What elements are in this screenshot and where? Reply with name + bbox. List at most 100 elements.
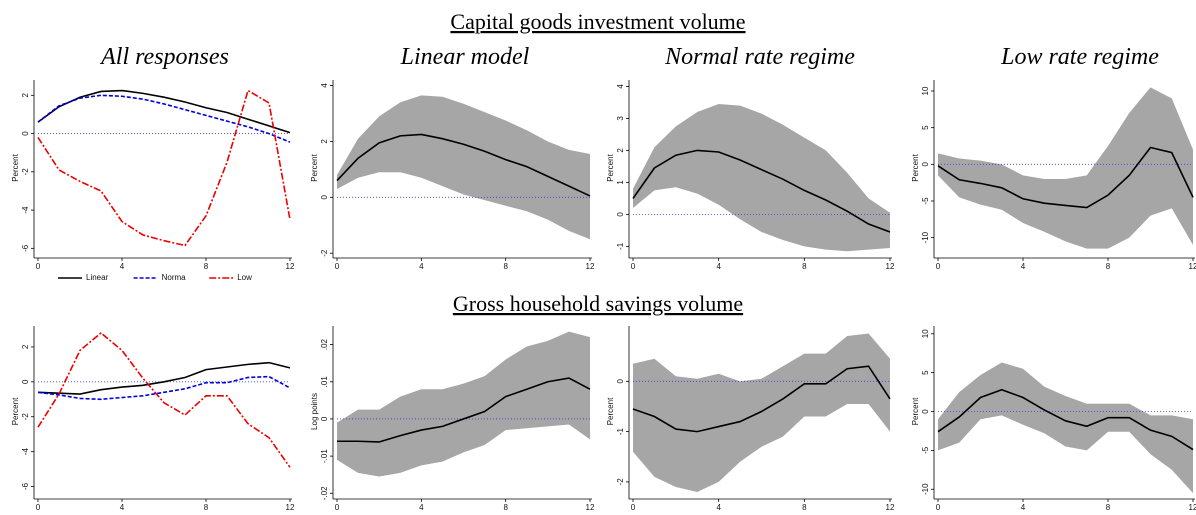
legend-label: Linear: [86, 273, 109, 282]
x-tick-label: 4: [419, 262, 424, 271]
chart: -2 0 2 4 0 4 8 12 Percent: [310, 80, 595, 271]
line: [37, 361, 291, 395]
y-tick-label: -2: [21, 413, 30, 421]
y-tick-label: -.01: [320, 449, 329, 463]
x-tick-label: 8: [802, 503, 807, 512]
y-tick-label: -10: [921, 231, 930, 243]
y-tick-label: -5: [921, 197, 930, 205]
y-tick-label: -.02: [320, 486, 329, 500]
y-tick-label: -4: [21, 448, 30, 456]
x-tick-label: 4: [716, 262, 721, 271]
line: [337, 377, 591, 443]
x-tick-label: 12: [286, 503, 295, 512]
x-tick-label: 8: [1106, 503, 1111, 512]
y-axis-label: Log points: [310, 393, 319, 430]
y-tick-label: -2: [320, 249, 329, 257]
line: [937, 388, 1194, 451]
y-tick-label: 0: [921, 162, 930, 167]
chart: -.02 -.01 0 .01 .02 0 4 8 12 Log points: [310, 326, 595, 512]
y-tick-label: 2: [21, 344, 30, 349]
y-tick-label: -6: [21, 244, 30, 252]
y-tick-label: -1: [616, 242, 625, 250]
y-tick-label: 0: [320, 195, 329, 200]
line: [336, 133, 591, 197]
x-tick-label: 0: [335, 503, 340, 512]
y-tick-label: 0: [320, 416, 329, 421]
y-tick-label: .02: [320, 338, 329, 350]
y-axis-label: Percent: [911, 153, 920, 181]
confidence-band: [938, 87, 1193, 249]
y-tick-label: 0: [21, 131, 30, 136]
x-tick-label: 4: [120, 503, 125, 512]
x-tick-label: 12: [1189, 503, 1196, 512]
row-title: Gross household savings volume: [453, 291, 743, 316]
y-tick-label: -1: [616, 428, 625, 436]
chart: -10 -5 0 5 10 0 4 8 12 Percent: [911, 80, 1196, 271]
y-tick-label: .01: [320, 376, 329, 388]
line: [632, 149, 891, 233]
y-axis-label: Percent: [11, 397, 20, 425]
x-tick-label: 0: [936, 262, 941, 271]
y-tick-label: 0: [921, 409, 930, 414]
y-tick-label: -5: [921, 446, 930, 454]
y-tick-label: 0: [616, 379, 625, 384]
x-tick-label: 12: [886, 503, 895, 512]
y-axis-label: Percent: [606, 153, 615, 181]
x-tick-label: 12: [886, 262, 895, 271]
chart: -2 -1 0 0 4 8 12 Percent: [606, 326, 895, 512]
column-title: Linear model: [400, 44, 530, 70]
line: [37, 89, 291, 134]
y-tick-label: 2: [21, 93, 30, 98]
x-tick-label: 12: [586, 262, 595, 271]
line: [37, 375, 291, 401]
x-tick-label: 4: [1021, 262, 1026, 271]
y-tick-label: -6: [21, 482, 30, 490]
x-tick-label: 4: [120, 262, 125, 271]
y-axis-label: Percent: [606, 397, 615, 425]
y-tick-label: 4: [320, 83, 329, 88]
confidence-band: [337, 95, 590, 240]
confidence-band: [337, 331, 590, 477]
y-tick-label: 2: [616, 148, 625, 153]
confidence-band: [633, 333, 890, 492]
y-axis-label: Percent: [911, 397, 920, 425]
line: [37, 94, 291, 143]
row-title: Capital goods investment volume: [450, 9, 745, 34]
line: [937, 146, 1194, 209]
x-tick-label: 0: [36, 503, 41, 512]
chart: -10 -5 0 5 10 0 4 8 12 Percent: [911, 326, 1196, 512]
y-tick-label: 5: [921, 370, 930, 375]
x-tick-label: 8: [1106, 262, 1111, 271]
line: [37, 331, 291, 468]
y-axis-label: Percent: [310, 153, 319, 181]
x-tick-label: 8: [503, 262, 508, 271]
x-tick-label: 4: [1021, 503, 1026, 512]
x-tick-label: 0: [36, 262, 41, 271]
x-tick-label: 8: [503, 503, 508, 512]
column-title: All responses: [99, 44, 229, 70]
confidence-band: [938, 362, 1193, 494]
x-tick-label: 4: [716, 503, 721, 512]
y-tick-label: -10: [921, 483, 930, 495]
confidence-band: [633, 104, 890, 252]
y-tick-label: 10: [921, 329, 930, 338]
x-tick-label: 4: [419, 503, 424, 512]
x-tick-label: 12: [586, 503, 595, 512]
x-tick-label: 0: [936, 503, 941, 512]
x-tick-label: 12: [286, 262, 295, 271]
y-tick-label: 0: [616, 212, 625, 217]
column-title: Normal rate regime: [664, 44, 855, 70]
y-tick-label: 3: [616, 116, 625, 121]
legend-label: Norma: [162, 273, 187, 282]
x-tick-label: 0: [631, 503, 636, 512]
line: [37, 89, 291, 247]
y-tick-label: 10: [921, 86, 930, 95]
x-tick-label: 12: [1189, 262, 1196, 271]
column-title: Low rate regime: [1000, 44, 1159, 70]
x-tick-label: 8: [204, 503, 209, 512]
